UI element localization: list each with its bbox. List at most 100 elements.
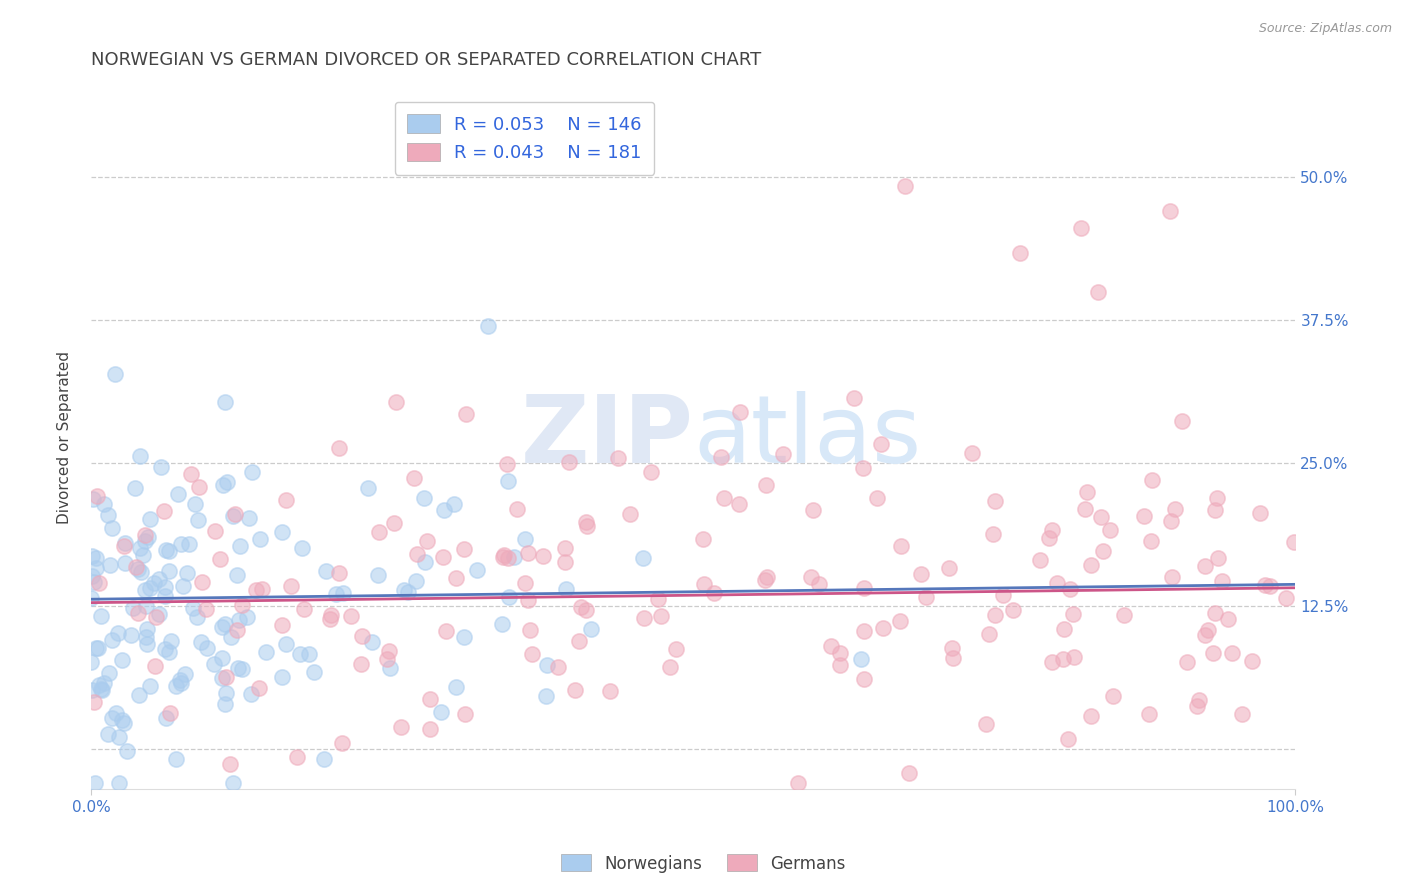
Point xyxy=(131,549,153,563)
Point xyxy=(97,665,120,680)
Point xyxy=(1211,574,1233,588)
Point xyxy=(1204,606,1226,620)
Point xyxy=(181,601,204,615)
Point xyxy=(80,591,103,605)
Point xyxy=(498,551,520,566)
Point xyxy=(492,548,515,562)
Point xyxy=(581,622,603,636)
Point xyxy=(1063,650,1085,665)
Point xyxy=(124,481,146,495)
Point xyxy=(340,608,363,623)
Point xyxy=(754,573,776,587)
Point xyxy=(319,608,342,623)
Point xyxy=(416,533,439,548)
Point xyxy=(1080,709,1102,723)
Point xyxy=(177,537,200,551)
Point xyxy=(554,556,576,570)
Point xyxy=(522,647,544,661)
Point xyxy=(274,637,297,651)
Point xyxy=(853,581,876,595)
Point xyxy=(183,498,205,512)
Point xyxy=(692,533,714,547)
Point xyxy=(129,566,152,580)
Point xyxy=(1087,285,1109,299)
Point xyxy=(1045,576,1067,591)
Point xyxy=(84,776,107,790)
Point xyxy=(454,707,477,722)
Point xyxy=(392,582,415,597)
Point xyxy=(191,574,214,589)
Point xyxy=(650,609,672,624)
Point xyxy=(756,570,779,584)
Point xyxy=(866,491,889,505)
Point xyxy=(1133,509,1156,524)
Point xyxy=(328,442,350,456)
Point xyxy=(1029,553,1052,567)
Point xyxy=(852,461,875,475)
Point xyxy=(271,618,294,632)
Point xyxy=(332,586,354,600)
Point xyxy=(534,690,557,704)
Point xyxy=(430,705,453,719)
Point xyxy=(224,508,246,522)
Point xyxy=(516,546,538,560)
Point xyxy=(87,678,110,692)
Point xyxy=(214,686,236,700)
Point xyxy=(174,666,197,681)
Point xyxy=(453,630,475,644)
Legend: Norwegians, Germans: Norwegians, Germans xyxy=(554,847,852,880)
Point xyxy=(1038,531,1060,545)
Point xyxy=(889,614,911,628)
Point xyxy=(607,450,630,465)
Point xyxy=(800,570,823,584)
Point xyxy=(238,511,260,525)
Point xyxy=(1249,507,1271,521)
Point xyxy=(288,647,311,661)
Point xyxy=(100,558,122,572)
Point xyxy=(801,503,824,517)
Point xyxy=(304,665,326,680)
Point xyxy=(195,602,218,616)
Point xyxy=(1001,603,1024,617)
Y-axis label: Divorced or Separated: Divorced or Separated xyxy=(58,351,72,524)
Point xyxy=(108,730,131,744)
Point xyxy=(226,567,249,582)
Point xyxy=(122,601,145,615)
Point xyxy=(159,645,181,659)
Point xyxy=(554,541,576,555)
Point xyxy=(453,541,475,556)
Point xyxy=(1197,623,1219,637)
Point xyxy=(640,465,662,479)
Point xyxy=(713,491,735,505)
Point xyxy=(80,682,103,697)
Point xyxy=(1175,655,1198,669)
Point xyxy=(157,543,180,558)
Point xyxy=(90,609,112,624)
Point xyxy=(1040,656,1063,670)
Point xyxy=(974,717,997,731)
Point xyxy=(86,489,108,503)
Point xyxy=(1062,607,1084,621)
Point xyxy=(270,670,292,684)
Point xyxy=(368,525,391,540)
Point xyxy=(1194,558,1216,573)
Point xyxy=(328,566,350,580)
Point xyxy=(693,576,716,591)
Point xyxy=(830,658,852,673)
Point xyxy=(915,591,938,605)
Point xyxy=(412,491,434,506)
Point xyxy=(135,599,157,613)
Point xyxy=(150,460,173,475)
Point xyxy=(396,585,419,599)
Point xyxy=(1188,693,1211,707)
Point xyxy=(93,497,115,511)
Point xyxy=(984,608,1007,623)
Point xyxy=(505,502,527,516)
Point xyxy=(112,539,135,553)
Point xyxy=(516,593,538,607)
Point xyxy=(828,646,851,660)
Point xyxy=(1206,551,1229,566)
Point xyxy=(519,623,541,637)
Point xyxy=(375,652,398,666)
Point xyxy=(188,479,211,493)
